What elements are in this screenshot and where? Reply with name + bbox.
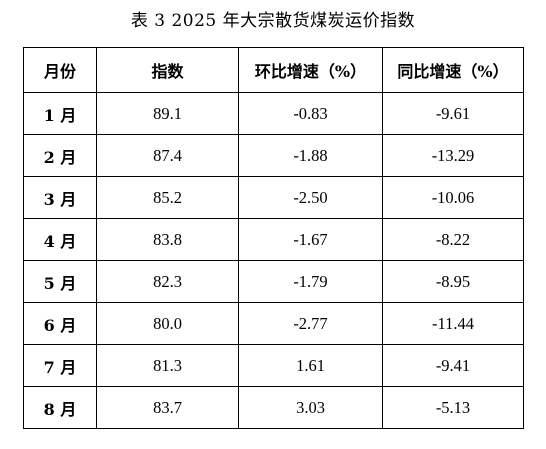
table-row: 7 月 81.3 1.61 -9.41 [23, 344, 524, 387]
cell-mom: -2.77 [238, 302, 383, 345]
cell-index: 89.1 [96, 92, 239, 135]
cell-index: 81.3 [96, 344, 239, 387]
cell-index: 83.8 [96, 218, 239, 261]
cell-month: 8 月 [23, 386, 97, 429]
cell-index: 82.3 [96, 260, 239, 303]
cell-index: 83.7 [96, 386, 239, 429]
cell-yoy: -11.44 [382, 302, 524, 345]
cell-month: 7 月 [23, 344, 97, 387]
cell-mom: -1.79 [238, 260, 383, 303]
header-mom-growth: 环比增速（%） [238, 47, 383, 93]
header-yoy-growth: 同比增速（%） [382, 47, 524, 93]
cell-month: 2 月 [23, 134, 97, 177]
cell-mom: 3.03 [238, 386, 383, 429]
table-row: 8 月 83.7 3.03 -5.13 [23, 386, 524, 429]
table-header-row: 月份 指数 环比增速（%） 同比增速（%） [23, 47, 524, 93]
table-row: 6 月 80.0 -2.77 -11.44 [23, 302, 524, 345]
header-month: 月份 [23, 47, 97, 93]
header-index: 指数 [96, 47, 239, 93]
cell-yoy: -13.29 [382, 134, 524, 177]
cell-yoy: -8.95 [382, 260, 524, 303]
cell-index: 80.0 [96, 302, 239, 345]
cell-yoy: -9.61 [382, 92, 524, 135]
cell-mom: -2.50 [238, 176, 383, 219]
cell-month: 6 月 [23, 302, 97, 345]
table-row: 1 月 89.1 -0.83 -9.61 [23, 92, 524, 135]
cell-month: 1 月 [23, 92, 97, 135]
table-row: 4 月 83.8 -1.67 -8.22 [23, 218, 524, 261]
cell-index: 85.2 [96, 176, 239, 219]
coal-freight-index-table: 月份 指数 环比增速（%） 同比增速（%） 1 月 89.1 -0.83 -9.… [23, 47, 524, 429]
table-row: 2 月 87.4 -1.88 -13.29 [23, 134, 524, 177]
cell-yoy: -5.13 [382, 386, 524, 429]
cell-mom: -1.67 [238, 218, 383, 261]
table-row: 5 月 82.3 -1.79 -8.95 [23, 260, 524, 303]
table-caption: 表 3 2025 年大宗散货煤炭运价指数 [130, 11, 416, 31]
cell-mom: -1.88 [238, 134, 383, 177]
cell-month: 3 月 [23, 176, 97, 219]
cell-month: 4 月 [23, 218, 97, 261]
table-row: 3 月 85.2 -2.50 -10.06 [23, 176, 524, 219]
cell-index: 87.4 [96, 134, 239, 177]
cell-yoy: -8.22 [382, 218, 524, 261]
cell-mom: 1.61 [238, 344, 383, 387]
cell-month: 5 月 [23, 260, 97, 303]
cell-yoy: -10.06 [382, 176, 524, 219]
cell-mom: -0.83 [238, 92, 383, 135]
cell-yoy: -9.41 [382, 344, 524, 387]
